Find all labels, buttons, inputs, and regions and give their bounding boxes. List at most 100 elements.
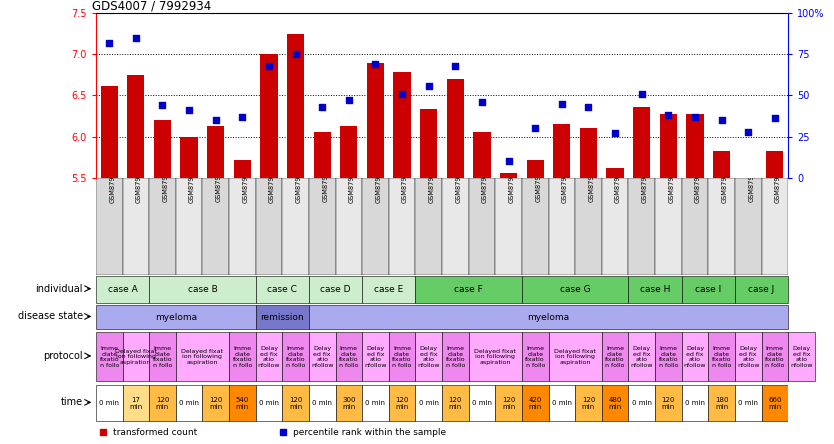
Text: Delayed fixat
ion following
aspiration: Delayed fixat ion following aspiration [182,349,224,365]
Bar [735,385,761,421]
Text: myeloma: myeloma [155,313,197,321]
Text: Delay
ed fix
atio
nfollow: Delay ed fix atio nfollow [684,346,706,368]
Bar [602,385,628,421]
Bar [96,276,149,302]
Bar [580,128,597,178]
Bar [655,333,681,381]
Bar [394,72,410,178]
Bar [101,86,118,178]
Bar [176,333,229,381]
Bar [149,276,256,302]
Text: 120
min: 120 min [289,396,302,410]
Bar [96,178,123,275]
Text: GSM879511: GSM879511 [163,163,168,202]
Text: 0 min: 0 min [312,400,332,406]
Text: Delayed fixat
ion following
aspiration: Delayed fixat ion following aspiration [475,349,516,365]
Bar [549,178,575,275]
Bar [282,385,309,421]
Text: case F: case F [455,285,483,294]
Bar [549,385,575,421]
Text: Imme
diate
fixatio
n follo: Imme diate fixatio n follo [233,346,252,368]
Text: 120
min: 120 min [582,396,595,410]
Bar [256,385,282,421]
Text: Imme
diate
fixatio
n follo: Imme diate fixatio n follo [445,346,465,368]
Point [555,100,569,107]
Text: percentile rank within the sample: percentile rank within the sample [294,428,446,437]
Text: GDS4007 / 7992934: GDS4007 / 7992934 [93,0,212,12]
Text: Delay
ed fix
atio
nfollow: Delay ed fix atio nfollow [364,346,387,368]
Text: GSM879536: GSM879536 [668,163,675,202]
Point [236,113,249,120]
Point [209,117,223,124]
Text: GSM879531: GSM879531 [535,163,541,202]
Text: GSM879535: GSM879535 [641,163,648,202]
Bar [474,131,490,178]
Text: 540
min: 540 min [236,396,249,410]
Point [262,62,275,69]
Bar [229,385,256,421]
Bar [207,126,224,178]
Bar [335,178,362,275]
Text: 0 min: 0 min [365,400,385,406]
Text: GSM879532: GSM879532 [562,163,568,202]
Bar [735,178,761,275]
Text: GSM879530: GSM879530 [509,163,515,202]
Text: 180
min: 180 min [715,396,728,410]
Text: Delay
ed fix
atio
nfollow: Delay ed fix atio nfollow [258,346,280,368]
Text: 0 min: 0 min [738,400,758,406]
Point [475,99,489,106]
Bar [234,159,251,178]
Bar [123,333,149,381]
Text: 0 min: 0 min [472,400,492,406]
Bar [628,333,655,381]
Bar [362,385,389,421]
Bar [123,385,149,421]
Bar [575,385,602,421]
Text: GSM879518: GSM879518 [295,163,302,202]
Point [582,103,595,111]
Text: Delay
ed fix
atio
nfollow: Delay ed fix atio nfollow [790,346,812,368]
Text: 120
min: 120 min [661,396,675,410]
Text: 0 min: 0 min [685,400,705,406]
Bar [229,178,256,275]
Text: GSM879529: GSM879529 [482,163,488,202]
Bar [788,333,815,381]
Bar [256,333,282,381]
Point [741,128,755,135]
Bar [735,333,761,381]
Bar [180,137,198,178]
Text: GSM879513: GSM879513 [216,163,222,202]
Text: GSM879519: GSM879519 [322,163,329,202]
Text: case C: case C [268,285,297,294]
Bar [256,305,309,329]
Bar [149,178,176,275]
Bar [628,178,655,275]
Text: GSM879527: GSM879527 [429,163,435,202]
Bar [522,276,628,302]
Text: case H: case H [640,285,671,294]
Point [768,115,781,122]
Bar [309,305,788,329]
Bar [415,276,522,302]
Text: Imme
diate
fixatio
n follo: Imme diate fixatio n follo [659,346,678,368]
Bar [362,178,389,275]
Text: GSM879534: GSM879534 [615,163,621,202]
Bar [522,385,549,421]
Text: GSM879533: GSM879533 [589,163,595,202]
Bar [260,55,278,178]
Point [635,90,648,97]
Text: 120
min: 120 min [156,396,169,410]
Bar [340,126,358,178]
Text: case J: case J [748,285,775,294]
Text: GSM879510: GSM879510 [136,163,142,202]
Bar [96,385,123,421]
Point [342,97,355,104]
Bar [415,333,442,381]
Bar [553,124,570,178]
Text: GSM879520: GSM879520 [349,163,354,202]
Text: 120
min: 120 min [502,396,515,410]
Point [502,158,515,165]
Bar [282,333,309,381]
Text: 0 min: 0 min [99,400,119,406]
Text: transformed count: transformed count [113,428,198,437]
